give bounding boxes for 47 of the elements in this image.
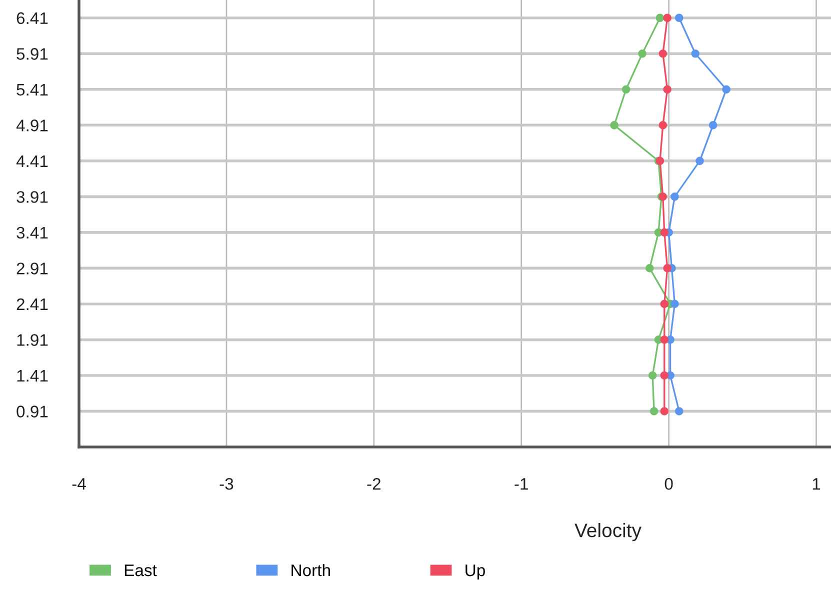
- y-tick-label: 3.41: [16, 226, 48, 239]
- x-tick-label: -1: [514, 478, 528, 490]
- point: [663, 85, 672, 94]
- point: [638, 49, 646, 58]
- x-tick-label: 0: [664, 478, 673, 490]
- y-tick-label: 5.91: [16, 48, 48, 60]
- point: [674, 14, 684, 22]
- x-tick-label: -4: [72, 478, 86, 490]
- point: [660, 300, 669, 308]
- y-tick-label: 1.91: [17, 334, 48, 346]
- x-tick-label: 1: [812, 478, 820, 490]
- point: [658, 120, 668, 130]
- point: [622, 85, 630, 94]
- point: [670, 192, 679, 201]
- point: [610, 120, 618, 130]
- y-tick-label: 1.41: [17, 370, 48, 382]
- point: [660, 407, 669, 416]
- point: [660, 228, 669, 237]
- point: [656, 14, 664, 22]
- point: [691, 49, 700, 58]
- point: [658, 49, 668, 58]
- point: [648, 371, 657, 380]
- point: [663, 264, 672, 272]
- y-tick-label: 2.41: [16, 298, 48, 310]
- point: [663, 14, 672, 22]
- x-axis-title: Velocity: [574, 522, 642, 542]
- point: [722, 85, 730, 94]
- legend-label: Up: [466, 564, 485, 580]
- legend-label: North: [292, 564, 330, 576]
- legend-label: East: [124, 564, 157, 576]
- point: [708, 120, 718, 130]
- y-tick-label: 5.41: [16, 84, 48, 96]
- y-tick-label: 6.41: [16, 12, 48, 24]
- point: [645, 264, 654, 272]
- y-tick-label: 2.91: [16, 262, 48, 274]
- point: [696, 156, 704, 166]
- y-tick-label: 4.91: [16, 120, 48, 132]
- point: [650, 407, 658, 416]
- point: [674, 407, 684, 416]
- point: [660, 336, 669, 344]
- y-tick-label: 0.91: [16, 406, 48, 418]
- point: [670, 300, 679, 308]
- y-tick-label: 4.41: [16, 155, 48, 167]
- x-tick-label: -3: [220, 478, 234, 490]
- y-tick-label: 3.91: [16, 191, 48, 203]
- point: [660, 371, 669, 380]
- x-tick-label: -2: [367, 478, 380, 490]
